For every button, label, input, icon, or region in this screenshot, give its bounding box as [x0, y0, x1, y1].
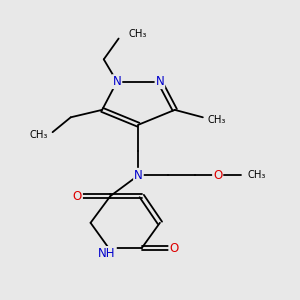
Text: O: O	[73, 190, 82, 202]
Text: CH₃: CH₃	[208, 115, 226, 125]
Text: N: N	[134, 169, 143, 182]
Text: CH₃: CH₃	[248, 170, 266, 180]
Text: O: O	[169, 242, 179, 255]
Text: O: O	[213, 169, 222, 182]
Text: NH: NH	[98, 247, 116, 260]
Text: N: N	[155, 75, 164, 88]
Text: CH₃: CH₃	[29, 130, 48, 140]
Text: CH₃: CH₃	[128, 29, 147, 39]
Text: N: N	[112, 75, 122, 88]
